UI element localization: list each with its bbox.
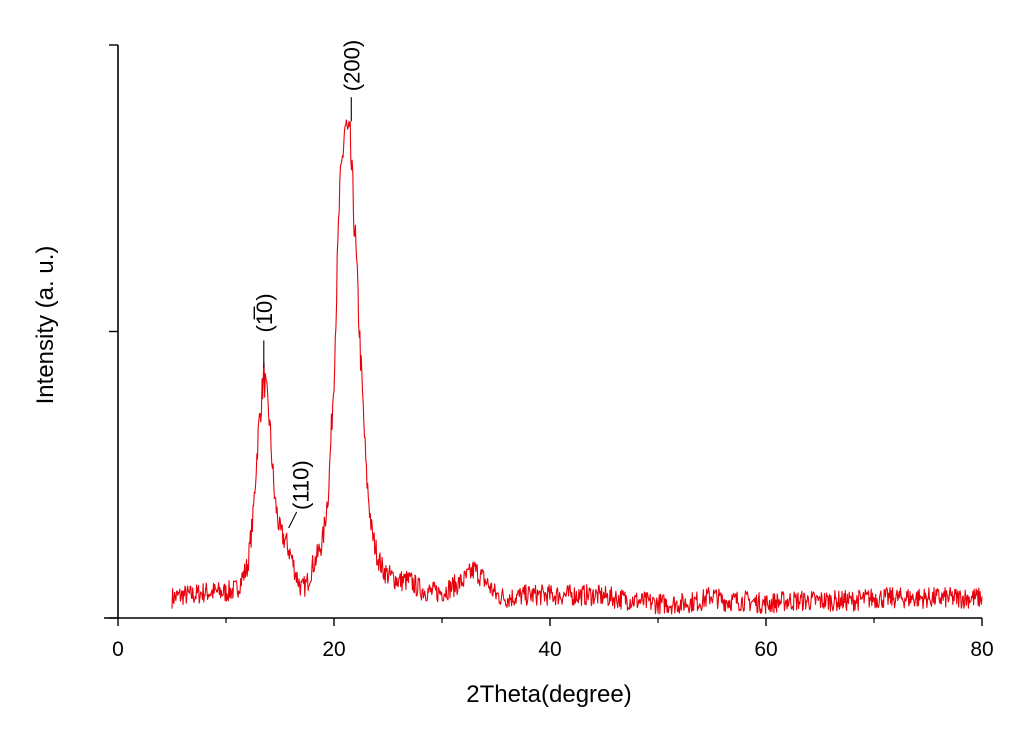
peak-200-label: (200) [339,40,364,91]
x-tick-label: 0 [112,638,124,661]
y-axis-title: Intensity (a. u.) [32,246,59,405]
x-tick-label: 80 [970,638,993,661]
x-tick-label: 40 [538,638,561,661]
annotations-layer: (200) (1̅0) (110) [252,40,364,529]
x-axis-title: 2Theta(degree) [466,681,631,708]
x-tick-label: 60 [754,638,777,661]
xrd-series-line [171,119,983,615]
peak-110-label: (110) [289,460,314,510]
peak-110-leader [288,511,298,529]
peak-1-10-label: (1̅0) [252,293,277,332]
axes: 0 20 40 60 80 [104,44,994,661]
series-layer [171,119,983,615]
x-tick-label: 20 [322,638,345,661]
